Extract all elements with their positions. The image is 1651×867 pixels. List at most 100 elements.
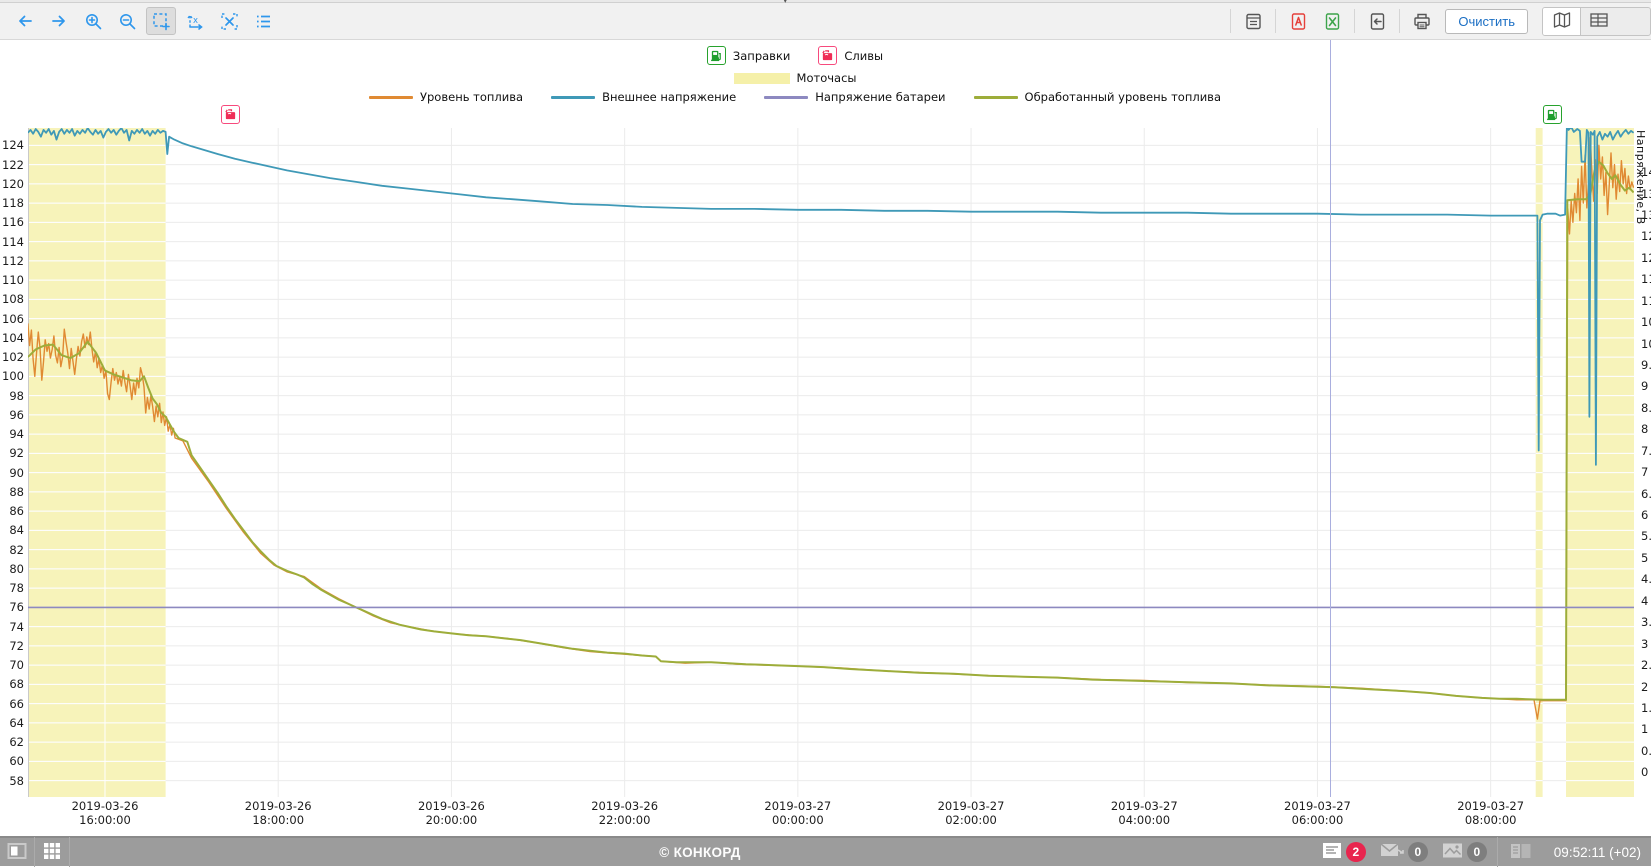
legend-list-button[interactable] <box>248 7 278 35</box>
y-right-tick: 11.5 <box>1641 272 1651 287</box>
zoom-out-icon <box>118 12 137 31</box>
series-line-1 <box>28 160 1634 701</box>
fit-screen-button[interactable] <box>214 7 244 35</box>
list-icon <box>254 12 273 31</box>
print-button[interactable] <box>1407 7 1437 35</box>
x-tick: 2019-03-26 20:00:00 <box>417 799 485 827</box>
gridlines <box>28 128 1634 797</box>
legend-refuels[interactable]: Заправки <box>706 46 790 65</box>
y-left-tick: 108 <box>2 292 24 307</box>
y-left-tick: 86 <box>9 504 24 519</box>
y-right-tick: 5 <box>1641 550 1649 565</box>
back-button[interactable] <box>10 7 40 35</box>
messages-indicator[interactable]: 0 <box>1380 842 1428 862</box>
refuel-pump-icon <box>706 46 726 65</box>
legend-engine-hours[interactable]: Моточасы <box>733 71 856 85</box>
plot-canvas[interactable] <box>28 128 1634 797</box>
legend-external-voltage-label: Внешнее напряжение <box>602 90 737 104</box>
y-left-tick: 94 <box>9 427 24 442</box>
y-right-tick: 10 <box>1641 336 1651 351</box>
copyright-label: © КОНКОРД <box>659 844 741 860</box>
battery-voltage-swatch <box>764 95 809 99</box>
y-right-tick: 2.5 <box>1641 658 1651 673</box>
y-left-tick: 82 <box>9 542 24 557</box>
y-right-tick: 0 <box>1641 765 1649 780</box>
y-right-tick: 14 <box>1641 165 1651 180</box>
journal-icon <box>1510 843 1532 862</box>
series-line-3 <box>28 128 1634 466</box>
zoom-out-button[interactable] <box>112 7 142 35</box>
panel-icon <box>7 842 27 863</box>
legend-fuel-level-label: Уровень топлива <box>420 90 524 104</box>
report-icon <box>1244 12 1263 31</box>
document-arrow-icon <box>1368 12 1387 31</box>
forward-button[interactable] <box>44 7 74 35</box>
y-right-tick: 8.5 <box>1641 400 1651 415</box>
engine-hours-swatch <box>733 72 790 84</box>
y-left-tick: 80 <box>9 561 24 576</box>
table-icon <box>1589 11 1609 32</box>
legend-battery-voltage-label: Напряжение батареи <box>815 90 946 104</box>
zoom-select-button[interactable] <box>146 7 176 35</box>
chart-area: Заправки Сливы Моточасы Уровень топлива … <box>0 40 1651 836</box>
legend-drains[interactable]: Сливы <box>818 46 883 65</box>
status-bar: © КОНКОРД 2 0 0 09:52:11 (+02) <box>0 836 1651 867</box>
y-right-tick: 1.5 <box>1641 700 1651 715</box>
x-tick: 2019-03-27 08:00:00 <box>1457 799 1525 827</box>
list-view-button[interactable] <box>1580 7 1650 35</box>
y-left-tick: 90 <box>9 465 24 480</box>
y-left-tick: 66 <box>9 696 24 711</box>
toolbar-right-group: Очистить <box>1225 6 1651 36</box>
map-view-button[interactable] <box>1543 7 1580 35</box>
drain-event-marker[interactable] <box>221 105 241 124</box>
chart-toolbar: x Очистить <box>0 3 1651 40</box>
y-right-tick: 3.5 <box>1641 615 1651 630</box>
drain-canister-icon <box>818 46 838 65</box>
report-button[interactable] <box>1238 7 1268 35</box>
toolbar-separator <box>1230 9 1232 33</box>
apps-grid-button[interactable] <box>35 837 69 867</box>
printer-icon <box>1412 12 1432 31</box>
y-left-tick: 114 <box>2 234 24 249</box>
legend-drains-label: Сливы <box>844 48 884 63</box>
zoom-in-button[interactable] <box>78 7 108 35</box>
pdf-export-button[interactable] <box>1283 7 1313 35</box>
refuel-event-marker[interactable] <box>1543 105 1563 124</box>
y-left-tick: 122 <box>2 157 24 172</box>
legend-fuel-level[interactable]: Уровень топлива <box>369 90 523 104</box>
messages-badge: 0 <box>1407 842 1428 862</box>
import-export-button[interactable] <box>1362 7 1392 35</box>
view-toggle-group <box>1542 6 1651 36</box>
y-right-tick: 6.5 <box>1641 486 1651 501</box>
journal-button[interactable] <box>1504 837 1538 867</box>
collapse-panel-caret-icon[interactable]: ▾ <box>783 0 788 6</box>
y-left-tick: 58 <box>9 773 24 788</box>
y-left-tick: 98 <box>9 388 24 403</box>
y-axis-left-ticks: 124 122 120 118 116 114 112 110 108 106 104 102 100 9… <box>0 128 24 797</box>
y-left-tick: 106 <box>2 311 24 326</box>
clear-button[interactable]: Очистить <box>1445 8 1528 34</box>
excel-export-button[interactable] <box>1317 7 1347 35</box>
panel-toggle-button[interactable] <box>0 837 34 867</box>
y-right-tick: 7 <box>1641 465 1649 480</box>
legend-processed-fuel[interactable]: Обработанный уровень топлива <box>973 90 1221 104</box>
legend-external-voltage[interactable]: Внешнее напряжение <box>551 90 736 104</box>
processed-fuel-swatch <box>973 95 1018 99</box>
y-right-tick: 5.5 <box>1641 529 1651 544</box>
legend-series-row: Уровень топлива Внешнее напряжение Напря… <box>0 90 1590 104</box>
y-left-tick: 78 <box>9 581 24 596</box>
y-right-tick: 13 <box>1641 208 1651 223</box>
x-tick: 2019-03-26 18:00:00 <box>244 799 312 827</box>
zoom-x-scale-button[interactable]: x <box>180 7 210 35</box>
y-right-tick: 6 <box>1641 508 1649 523</box>
legend-battery-voltage[interactable]: Напряжение батареи <box>764 90 946 104</box>
clock-label: 09:52:11 (+02) <box>1553 844 1641 860</box>
notifications-indicator[interactable]: 2 <box>1322 842 1366 862</box>
pdf-icon <box>1289 12 1308 31</box>
images-indicator[interactable]: 0 <box>1442 842 1487 862</box>
y-left-tick: 76 <box>9 600 24 615</box>
x-scale-icon: x <box>186 12 205 31</box>
legend-processed-fuel-label: Обработанный уровень топлива <box>1024 90 1221 104</box>
time-cursor-line <box>1330 40 1332 797</box>
image-icon <box>1442 842 1463 862</box>
